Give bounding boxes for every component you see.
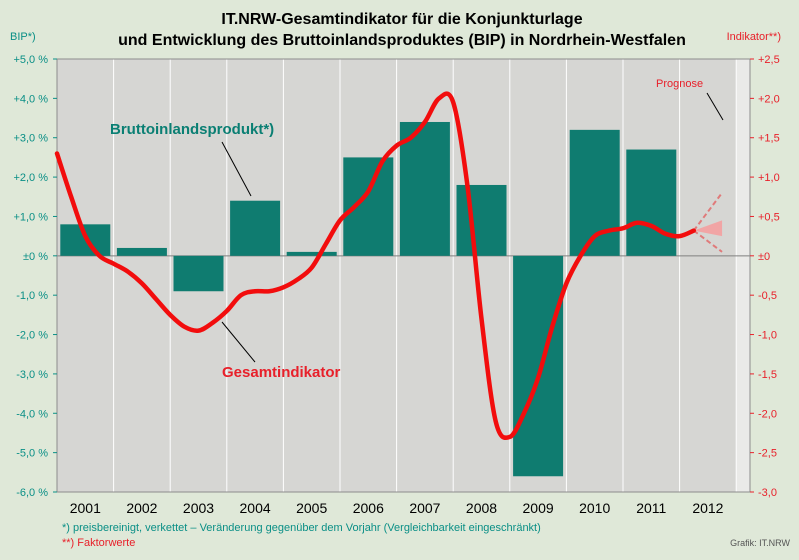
right-axis-tick-label: +2,5 — [758, 54, 780, 66]
chart-title-line1: IT.NRW-Gesamtindikator für die Konjunktu… — [221, 11, 582, 28]
forecast-lower-dashed — [693, 229, 723, 253]
annotation-prognose: Prognose — [656, 78, 703, 90]
footnote-indikator: **) Faktorwerte — [62, 537, 135, 549]
bar-bip-2008 — [456, 184, 507, 256]
x-tick-label-2006: 2006 — [353, 500, 384, 516]
right-axis-tick-label: +2,0 — [758, 93, 780, 105]
bar-bip-2005 — [286, 251, 337, 256]
left-axis-tick-label: +3,0 % — [13, 133, 48, 145]
right-axis-tick-label: -3,0 — [758, 487, 777, 499]
bar-bip-2011 — [626, 149, 677, 256]
x-tick-label-2001: 2001 — [70, 500, 101, 516]
left-axis-tick-label: ±0 % — [23, 251, 48, 263]
x-tick-label-2010: 2010 — [579, 500, 610, 516]
x-tick-label-2009: 2009 — [523, 500, 554, 516]
bar-bip-2007 — [399, 121, 450, 256]
x-tick-label-2011: 2011 — [636, 500, 666, 516]
right-axis-tick-label: -2,5 — [758, 448, 777, 460]
annotation-gesamtindikator-leader — [221, 321, 256, 363]
bar-bip-2003 — [173, 255, 224, 292]
annotation-bip: Bruttoinlandsprodukt*) — [110, 121, 274, 138]
plot-frame — [56, 58, 751, 493]
forecast-background — [736, 59, 750, 492]
left-axis-tick-label: -3,0 % — [16, 369, 48, 381]
right-axis-tick-label: +0,5 — [758, 211, 780, 223]
graphic-credit: Grafik: IT.NRW — [730, 538, 790, 548]
bar-bip-2006 — [343, 157, 394, 256]
right-axis-tick-label: -0,5 — [758, 290, 777, 302]
right-axis-tick-label: -2,0 — [758, 408, 777, 420]
right-axis-tick-label: -1,5 — [758, 369, 777, 381]
right-axis-tick-label: +1,5 — [758, 133, 780, 145]
left-axis-tick-label: -5,0 % — [16, 448, 48, 460]
indicator-line — [54, 91, 696, 440]
right-axis-tick-label: +1,0 — [758, 172, 780, 184]
left-axis-tick-label: +5,0 % — [13, 54, 48, 66]
left-axis-tick-label: -1,0 % — [16, 290, 48, 302]
bar-bip-2009 — [513, 255, 564, 477]
x-tick-label-2007: 2007 — [409, 500, 440, 516]
annotation-prognose-leader — [706, 92, 724, 121]
bar-bip-2004 — [230, 200, 281, 256]
annotation-bip-leader — [221, 141, 252, 197]
left-axis-tick-label: +2,0 % — [13, 172, 48, 184]
chart-title-line2: und Entwicklung des Bruttoinlandsprodukt… — [118, 32, 686, 49]
left-axis-title: BIP*) — [10, 31, 36, 43]
right-axis-tick-label: ±0 — [758, 251, 770, 263]
left-axis-tick-label: -6,0 % — [16, 487, 48, 499]
x-tick-label-2005: 2005 — [296, 500, 327, 516]
footnote-bip: *) preisbereinigt, verkettet – Veränderu… — [62, 522, 541, 534]
forecast-band — [693, 220, 723, 237]
x-tick-label-2012: 2012 — [692, 500, 723, 516]
plot-area: +5,0 % +4,0 % +3,0 % +2,0 % +1,0 % ±0 % -1,0 %… — [13, 54, 779, 516]
annotation-gesamtindikator: Gesamtindikator — [222, 364, 341, 381]
left-axis-tick-label: -2,0 % — [16, 330, 48, 342]
left-axis-tick-label: -4,0 % — [16, 408, 48, 420]
x-tick-label-2004: 2004 — [240, 500, 271, 516]
right-axis-tick-label: -1,0 — [758, 330, 777, 342]
left-axis-tick-label: +4,0 % — [13, 93, 48, 105]
bar-bip-2002 — [116, 247, 167, 256]
left-axis-tick-label: +1,0 % — [13, 211, 48, 223]
x-tick-label-2008: 2008 — [466, 500, 497, 516]
x-tick-label-2002: 2002 — [126, 500, 157, 516]
right-axis-title: Indikator**) — [727, 31, 781, 43]
x-tick-label-2003: 2003 — [183, 500, 214, 516]
